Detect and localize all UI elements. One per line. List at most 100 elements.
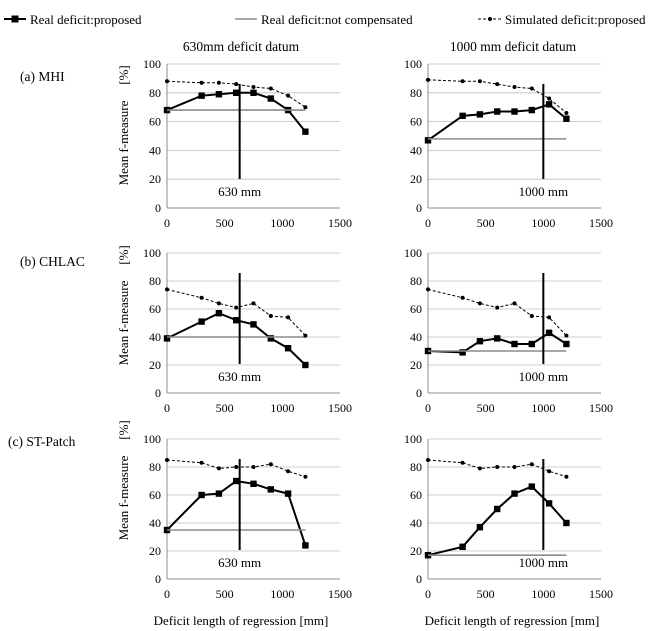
data-point-simulated: [252, 465, 256, 469]
x-tick-label: 0: [425, 401, 431, 415]
x-tick-label: 0: [425, 216, 431, 230]
y-tick-label: 0: [416, 386, 422, 400]
data-point-simulated: [200, 81, 204, 85]
y-tick-label: 100: [143, 432, 161, 446]
data-point-simulated: [252, 85, 256, 89]
datum-label: 1000 mm: [519, 555, 568, 570]
x-tick-label: 1000: [270, 401, 294, 415]
ylabel-text: Mean f-measure: [116, 100, 131, 185]
data-point-real-proposed: [268, 95, 274, 101]
data-point-real-proposed: [233, 90, 239, 96]
row-label-chlac: (b) CHLAC: [20, 254, 85, 269]
ylabel-row-a: Mean f-measure [%]: [116, 65, 131, 185]
data-point-real-proposed: [302, 542, 308, 548]
data-point-simulated: [564, 111, 568, 115]
data-point-real-proposed: [511, 490, 517, 496]
y-tick-label: 80: [149, 86, 161, 100]
data-point-real-proposed: [250, 481, 256, 487]
data-point-simulated: [461, 296, 465, 300]
data-point-simulated: [200, 296, 204, 300]
x-tick-label: 0: [425, 587, 431, 601]
xlabel-left: Deficit length of regression [mm]: [154, 613, 329, 628]
data-point-simulated: [165, 287, 169, 291]
y-tick-label: 60: [410, 115, 422, 129]
data-point-simulated: [478, 466, 482, 470]
data-point-simulated: [286, 315, 290, 319]
data-point-real-proposed: [250, 321, 256, 327]
x-tick-label: 500: [216, 587, 234, 601]
data-point-real-proposed: [563, 520, 569, 526]
data-point-simulated: [513, 85, 517, 89]
y-tick-label: 60: [149, 115, 161, 129]
data-point-real-proposed: [477, 338, 483, 344]
data-point-real-proposed: [529, 341, 535, 347]
x-tick-label: 1500: [589, 401, 613, 415]
series-line-real-proposed: [167, 93, 305, 132]
y-tick-label: 40: [410, 516, 422, 530]
x-tick-label: 1500: [589, 216, 613, 230]
y-tick-label: 60: [149, 488, 161, 502]
x-tick-label: 1000: [270, 216, 294, 230]
data-point-simulated: [513, 301, 517, 305]
data-point-simulated: [217, 466, 221, 470]
y-tick-label: 20: [410, 544, 422, 558]
series-line-real-proposed: [167, 481, 305, 545]
y-tick-label: 80: [149, 274, 161, 288]
data-point-real-proposed: [425, 137, 431, 143]
y-tick-label: 20: [149, 544, 161, 558]
chart-panel-3: 0204060801000 500 1000 15001000 mm: [404, 246, 613, 415]
series-line-simulated: [428, 289, 566, 335]
legend-label-simulated: Simulated deficit:proposed: [505, 12, 646, 27]
data-point-simulated: [252, 301, 256, 305]
chart-panel-2: 0204060801000 500 1000 1500630 mm: [143, 246, 352, 415]
data-point-real-proposed: [302, 128, 308, 134]
data-point-simulated: [530, 86, 534, 90]
x-tick-label: 1500: [589, 587, 613, 601]
data-point-simulated: [303, 105, 307, 109]
y-tick-label: 40: [149, 330, 161, 344]
data-point-simulated: [513, 465, 517, 469]
x-tick-label: 0: [164, 401, 170, 415]
data-point-real-proposed: [563, 116, 569, 122]
data-point-real-proposed: [546, 330, 552, 336]
data-point-simulated: [478, 79, 482, 83]
data-point-simulated: [564, 475, 568, 479]
data-point-simulated: [478, 301, 482, 305]
data-point-real-proposed: [494, 506, 500, 512]
y-tick-label: 0: [155, 572, 161, 586]
data-point-simulated: [217, 301, 221, 305]
data-point-simulated: [461, 461, 465, 465]
ylabel-unit: [%]: [116, 420, 131, 440]
data-point-simulated: [200, 461, 204, 465]
data-point-simulated: [495, 465, 499, 469]
legend-label-real-proposed: Real deficit:proposed: [30, 12, 142, 27]
column-title-630: 630mm deficit datum: [183, 39, 300, 54]
data-point-real-proposed: [233, 317, 239, 323]
series-line-real-proposed: [428, 487, 566, 556]
x-tick-label: 500: [216, 216, 234, 230]
data-point-real-proposed: [302, 362, 308, 368]
y-tick-label: 20: [410, 358, 422, 372]
y-tick-label: 80: [410, 460, 422, 474]
data-point-simulated: [564, 334, 568, 338]
data-point-simulated: [530, 462, 534, 466]
data-point-real-proposed: [268, 486, 274, 492]
data-point-real-proposed: [529, 107, 535, 113]
data-point-real-proposed: [285, 490, 291, 496]
x-tick-label: 1500: [328, 401, 352, 415]
data-point-simulated: [303, 475, 307, 479]
data-point-simulated: [165, 458, 169, 462]
y-tick-label: 80: [149, 460, 161, 474]
datum-label: 630 mm: [218, 555, 261, 570]
legend: Real deficit:proposed Real deficit:not c…: [4, 12, 646, 27]
data-point-real-proposed: [511, 108, 517, 114]
datum-label: 630 mm: [218, 369, 261, 384]
data-point-simulated: [461, 79, 465, 83]
row-label-st-patch: (c) ST-Patch: [8, 434, 76, 449]
y-tick-label: 100: [404, 246, 422, 260]
y-tick-label: 60: [149, 302, 161, 316]
